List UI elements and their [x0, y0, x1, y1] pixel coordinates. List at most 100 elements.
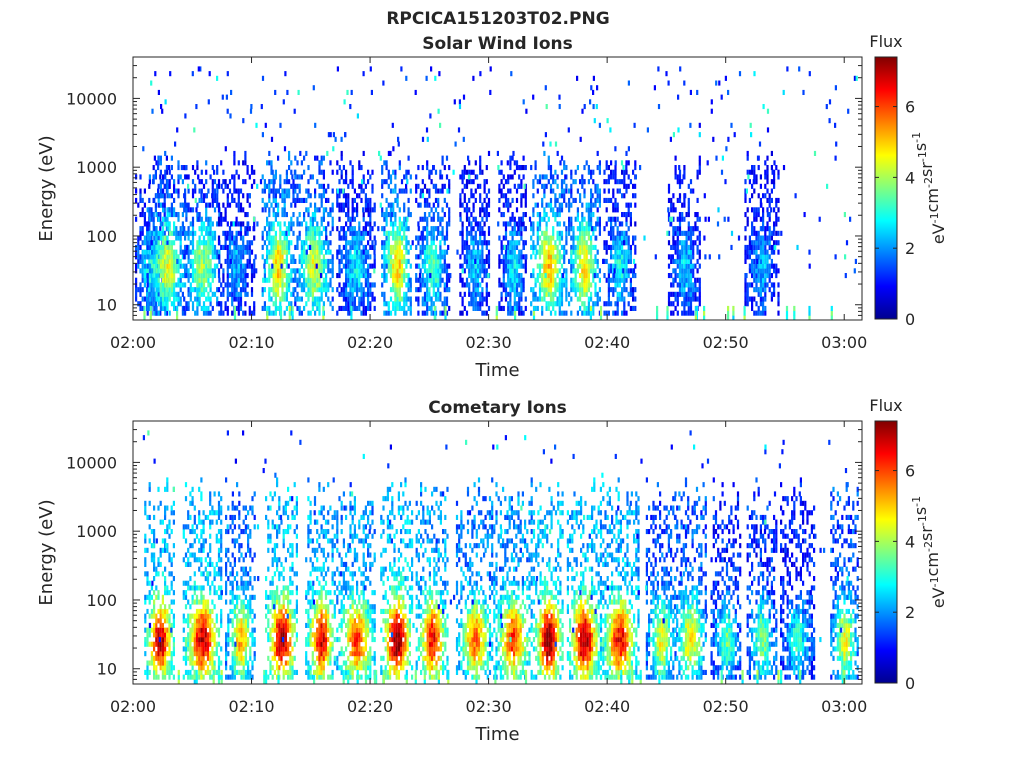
spectrogram-pixel: [137, 235, 140, 241]
spectrogram-pixel: [345, 249, 348, 255]
spectrogram-pixel: [187, 244, 190, 250]
spectrogram-pixel: [405, 174, 408, 180]
spectrogram-pixel: [311, 263, 314, 269]
spectrogram-pixel: [596, 249, 599, 255]
spectrogram-pixel: [632, 273, 635, 279]
spectrogram-pixel: [303, 197, 306, 203]
spectrogram-pixel: [764, 296, 767, 302]
spectrogram-pixel: [441, 235, 444, 241]
spectrogram-pixel: [189, 207, 192, 213]
spectrogram-pixel: [179, 174, 182, 180]
spectrogram-pixel: [250, 165, 254, 171]
spectrogram-pixel: [187, 301, 190, 307]
spectrogram-pixel: [689, 89, 692, 95]
spectrogram-pixel: [683, 254, 686, 260]
spectrogram-pixel: [242, 160, 245, 166]
spectrogram-pixel: [164, 277, 167, 283]
spectrogram-pixel: [570, 174, 573, 180]
spectrogram-pixel: [322, 282, 325, 288]
spectrogram-pixel: [509, 155, 512, 161]
spectrogram-pixel: [246, 212, 249, 218]
spectrogram-pixel: [518, 249, 521, 255]
spectrogram-pixel: [297, 89, 300, 95]
spectrogram-pixel: [618, 249, 621, 255]
spectrogram-pixel: [394, 197, 397, 203]
spectrogram-pixel: [755, 287, 758, 293]
spectrogram-pixel: [157, 268, 160, 274]
spectrogram-pixel: [629, 305, 632, 311]
spectrogram-pixel: [280, 263, 283, 269]
spectrogram-pixel: [670, 282, 673, 288]
spectrogram-pixel: [623, 235, 626, 241]
spectrogram-pixel: [775, 230, 778, 236]
spectrogram-pixel: [541, 296, 544, 302]
spectrogram-pixel: [235, 216, 238, 222]
spectrogram-pixel: [381, 291, 384, 297]
spectrogram-pixel: [421, 240, 424, 246]
spectrogram-pixel: [683, 197, 686, 203]
spectrogram-pixel: [191, 71, 194, 77]
spectrogram-pixel: [175, 263, 178, 269]
spectrogram-pixel: [696, 277, 699, 283]
spectrogram-pixel: [340, 174, 343, 180]
spectrogram-pixel: [165, 240, 168, 246]
spectrogram-pixel: [181, 226, 184, 232]
spectrogram-pixel: [522, 240, 525, 246]
spectrogram-pixel: [751, 282, 754, 288]
spectrogram-pixel: [353, 273, 356, 279]
spectrogram-pixel: [602, 258, 605, 264]
spectrogram-pixel: [155, 230, 158, 236]
spectrogram-pixel: [472, 226, 475, 232]
spectrogram-pixel: [762, 277, 765, 283]
spectrogram-pixel: [434, 183, 438, 189]
spectrogram-pixel: [274, 305, 277, 311]
spectrogram-pixel: [159, 169, 162, 175]
spectrogram-pixel: [621, 193, 624, 199]
spectrogram-pixel: [200, 179, 203, 185]
spectrogram-pixel: [746, 216, 749, 222]
spectrogram-pixel: [148, 226, 151, 232]
spectrogram-pixel: [507, 310, 510, 316]
spectrogram-pixel: [417, 235, 420, 241]
spectrogram-pixel: [394, 174, 397, 180]
spectrogram-pixel: [168, 212, 171, 218]
spectrogram-pixel: [318, 268, 321, 274]
spectrogram-pixel: [403, 305, 406, 311]
spectrogram-pixel: [676, 174, 679, 180]
spectrogram-pixel: [470, 212, 473, 218]
spectrogram-pixel: [362, 188, 365, 194]
spectrogram-pixel: [773, 282, 776, 288]
spectrogram-pixel: [311, 244, 314, 250]
spectrogram-pixel: [445, 296, 449, 302]
spectrogram-pixel: [239, 287, 243, 293]
spectrogram-pixel: [689, 235, 693, 241]
spectrogram-pixel: [244, 310, 247, 316]
spectrogram-pixel: [753, 212, 756, 218]
spectrogram-pixel: [340, 287, 343, 293]
spectrogram-pixel: [179, 277, 182, 283]
spectrogram-pixel: [554, 310, 557, 316]
spectrogram-pixel: [500, 258, 503, 264]
spectrogram-pixel: [744, 277, 747, 283]
spectrogram-pixel: [479, 169, 482, 175]
spectrogram-pixel: [468, 273, 471, 279]
spectrogram-pixel: [157, 277, 160, 283]
spectrogram-pixel: [498, 183, 501, 189]
spectrogram-pixel: [755, 244, 758, 250]
spectrogram-pixel: [336, 254, 339, 260]
spectrogram-pixel: [474, 263, 477, 269]
spectrogram-pixel: [309, 230, 312, 236]
spectrogram-pixel: [706, 160, 709, 166]
spectrogram-pixel: [270, 268, 273, 274]
spectrogram-pixel: [162, 207, 165, 213]
spectrogram-pixel: [155, 212, 158, 218]
spectrogram-pixel: [498, 305, 501, 311]
spectrogram-pixel: [200, 216, 203, 222]
spectrogram-pixel: [429, 273, 432, 279]
spectrogram-pixel: [270, 287, 273, 293]
spectrogram-pixel: [226, 296, 229, 302]
spectrogram-pixel: [672, 310, 675, 316]
spectrogram-pixel: [239, 277, 243, 283]
spectrogram-pixel: [288, 179, 291, 185]
spectrogram-pixel: [590, 240, 593, 246]
